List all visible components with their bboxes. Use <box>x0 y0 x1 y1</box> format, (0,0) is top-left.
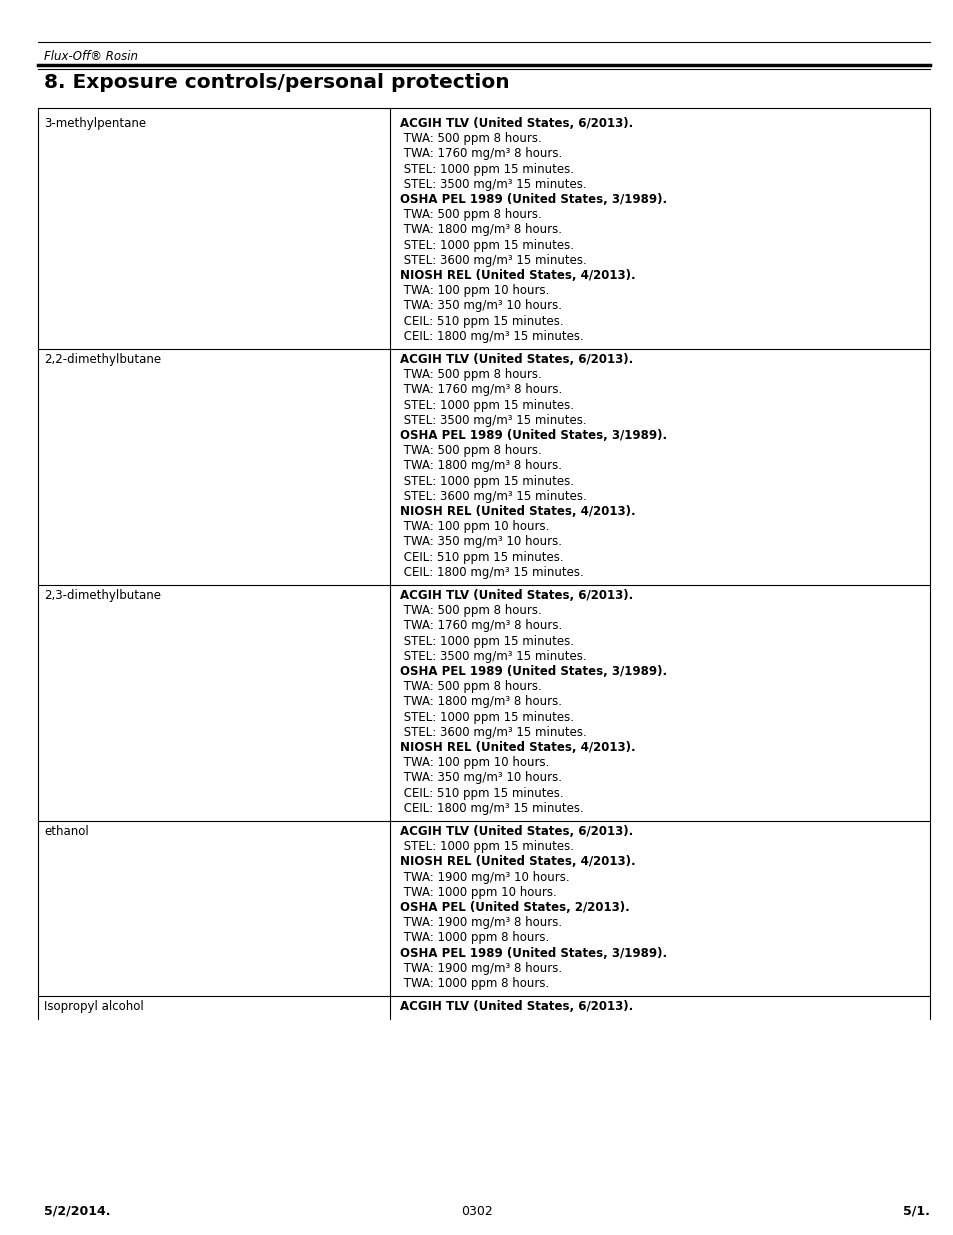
Text: 8. Exposure controls/personal protection: 8. Exposure controls/personal protection <box>44 73 509 91</box>
Text: OSHA PEL 1989 (United States, 3/1989).: OSHA PEL 1989 (United States, 3/1989). <box>399 429 666 442</box>
Text: TWA: 1800 mg/m³ 8 hours.: TWA: 1800 mg/m³ 8 hours. <box>399 695 561 709</box>
Text: TWA: 100 ppm 10 hours.: TWA: 100 ppm 10 hours. <box>399 520 549 534</box>
Text: OSHA PEL 1989 (United States, 3/1989).: OSHA PEL 1989 (United States, 3/1989). <box>399 664 666 678</box>
Text: STEL: 3500 mg/m³ 15 minutes.: STEL: 3500 mg/m³ 15 minutes. <box>399 178 586 190</box>
Text: 3-methylpentane: 3-methylpentane <box>44 117 146 130</box>
Text: TWA: 500 ppm 8 hours.: TWA: 500 ppm 8 hours. <box>399 132 541 146</box>
Text: TWA: 350 mg/m³ 10 hours.: TWA: 350 mg/m³ 10 hours. <box>399 772 561 784</box>
Text: STEL: 3500 mg/m³ 15 minutes.: STEL: 3500 mg/m³ 15 minutes. <box>399 414 586 427</box>
Text: 0302: 0302 <box>460 1205 493 1218</box>
Text: ACGIH TLV (United States, 6/2013).: ACGIH TLV (United States, 6/2013). <box>399 117 633 130</box>
Text: STEL: 1000 ppm 15 minutes.: STEL: 1000 ppm 15 minutes. <box>399 474 574 488</box>
Text: NIOSH REL (United States, 4/2013).: NIOSH REL (United States, 4/2013). <box>399 269 635 282</box>
Text: STEL: 1000 ppm 15 minutes.: STEL: 1000 ppm 15 minutes. <box>399 399 574 411</box>
Text: ACGIH TLV (United States, 6/2013).: ACGIH TLV (United States, 6/2013). <box>399 825 633 839</box>
Text: CEIL: 1800 mg/m³ 15 minutes.: CEIL: 1800 mg/m³ 15 minutes. <box>399 566 583 579</box>
Text: STEL: 3600 mg/m³ 15 minutes.: STEL: 3600 mg/m³ 15 minutes. <box>399 726 586 739</box>
Text: ethanol: ethanol <box>44 825 89 839</box>
Text: NIOSH REL (United States, 4/2013).: NIOSH REL (United States, 4/2013). <box>399 856 635 868</box>
Text: TWA: 500 ppm 8 hours.: TWA: 500 ppm 8 hours. <box>399 445 541 457</box>
Text: TWA: 100 ppm 10 hours.: TWA: 100 ppm 10 hours. <box>399 756 549 769</box>
Text: 2,3-dimethylbutane: 2,3-dimethylbutane <box>44 589 161 601</box>
Text: OSHA PEL 1989 (United States, 3/1989).: OSHA PEL 1989 (United States, 3/1989). <box>399 946 666 960</box>
Text: CEIL: 510 ppm 15 minutes.: CEIL: 510 ppm 15 minutes. <box>399 315 563 327</box>
Text: TWA: 1800 mg/m³ 8 hours.: TWA: 1800 mg/m³ 8 hours. <box>399 459 561 473</box>
Text: 5/1.: 5/1. <box>902 1205 929 1218</box>
Text: ACGIH TLV (United States, 6/2013).: ACGIH TLV (United States, 6/2013). <box>399 353 633 366</box>
Text: Isopropyl alcohol: Isopropyl alcohol <box>44 1000 144 1013</box>
Text: TWA: 100 ppm 10 hours.: TWA: 100 ppm 10 hours. <box>399 284 549 298</box>
Text: TWA: 350 mg/m³ 10 hours.: TWA: 350 mg/m³ 10 hours. <box>399 299 561 312</box>
Text: OSHA PEL (United States, 2/2013).: OSHA PEL (United States, 2/2013). <box>399 902 629 914</box>
Text: TWA: 1900 mg/m³ 10 hours.: TWA: 1900 mg/m³ 10 hours. <box>399 871 569 883</box>
Text: STEL: 3600 mg/m³ 15 minutes.: STEL: 3600 mg/m³ 15 minutes. <box>399 490 586 503</box>
Text: STEL: 1000 ppm 15 minutes.: STEL: 1000 ppm 15 minutes. <box>399 163 574 175</box>
Text: STEL: 1000 ppm 15 minutes.: STEL: 1000 ppm 15 minutes. <box>399 238 574 252</box>
Text: CEIL: 510 ppm 15 minutes.: CEIL: 510 ppm 15 minutes. <box>399 787 563 799</box>
Text: ACGIH TLV (United States, 6/2013).: ACGIH TLV (United States, 6/2013). <box>399 1000 633 1013</box>
Text: TWA: 1000 ppm 10 hours.: TWA: 1000 ppm 10 hours. <box>399 885 557 899</box>
Text: TWA: 1000 ppm 8 hours.: TWA: 1000 ppm 8 hours. <box>399 977 549 990</box>
Text: OSHA PEL 1989 (United States, 3/1989).: OSHA PEL 1989 (United States, 3/1989). <box>399 193 666 206</box>
Text: STEL: 3600 mg/m³ 15 minutes.: STEL: 3600 mg/m³ 15 minutes. <box>399 254 586 267</box>
Text: TWA: 500 ppm 8 hours.: TWA: 500 ppm 8 hours. <box>399 680 541 693</box>
Text: TWA: 1900 mg/m³ 8 hours.: TWA: 1900 mg/m³ 8 hours. <box>399 916 561 929</box>
Text: TWA: 1800 mg/m³ 8 hours.: TWA: 1800 mg/m³ 8 hours. <box>399 224 561 236</box>
Text: NIOSH REL (United States, 4/2013).: NIOSH REL (United States, 4/2013). <box>399 505 635 517</box>
Text: TWA: 1000 ppm 8 hours.: TWA: 1000 ppm 8 hours. <box>399 931 549 945</box>
Text: STEL: 1000 ppm 15 minutes.: STEL: 1000 ppm 15 minutes. <box>399 635 574 647</box>
Text: Flux-Off® Rosin: Flux-Off® Rosin <box>44 49 138 63</box>
Text: TWA: 1760 mg/m³ 8 hours.: TWA: 1760 mg/m³ 8 hours. <box>399 383 561 396</box>
Text: STEL: 1000 ppm 15 minutes.: STEL: 1000 ppm 15 minutes. <box>399 710 574 724</box>
Text: TWA: 1760 mg/m³ 8 hours.: TWA: 1760 mg/m³ 8 hours. <box>399 620 561 632</box>
Text: NIOSH REL (United States, 4/2013).: NIOSH REL (United States, 4/2013). <box>399 741 635 755</box>
Text: TWA: 500 ppm 8 hours.: TWA: 500 ppm 8 hours. <box>399 604 541 618</box>
Text: ACGIH TLV (United States, 6/2013).: ACGIH TLV (United States, 6/2013). <box>399 589 633 601</box>
Text: CEIL: 1800 mg/m³ 15 minutes.: CEIL: 1800 mg/m³ 15 minutes. <box>399 330 583 343</box>
Text: STEL: 1000 ppm 15 minutes.: STEL: 1000 ppm 15 minutes. <box>399 840 574 853</box>
Text: TWA: 1900 mg/m³ 8 hours.: TWA: 1900 mg/m³ 8 hours. <box>399 962 561 974</box>
Text: CEIL: 510 ppm 15 minutes.: CEIL: 510 ppm 15 minutes. <box>399 551 563 563</box>
Text: TWA: 1760 mg/m³ 8 hours.: TWA: 1760 mg/m³ 8 hours. <box>399 147 561 161</box>
Text: 2,2-dimethylbutane: 2,2-dimethylbutane <box>44 353 161 366</box>
Text: TWA: 500 ppm 8 hours.: TWA: 500 ppm 8 hours. <box>399 368 541 382</box>
Text: CEIL: 1800 mg/m³ 15 minutes.: CEIL: 1800 mg/m³ 15 minutes. <box>399 802 583 815</box>
Text: TWA: 350 mg/m³ 10 hours.: TWA: 350 mg/m³ 10 hours. <box>399 536 561 548</box>
Text: 5/2/2014.: 5/2/2014. <box>44 1205 111 1218</box>
Text: TWA: 500 ppm 8 hours.: TWA: 500 ppm 8 hours. <box>399 209 541 221</box>
Text: STEL: 3500 mg/m³ 15 minutes.: STEL: 3500 mg/m³ 15 minutes. <box>399 650 586 663</box>
